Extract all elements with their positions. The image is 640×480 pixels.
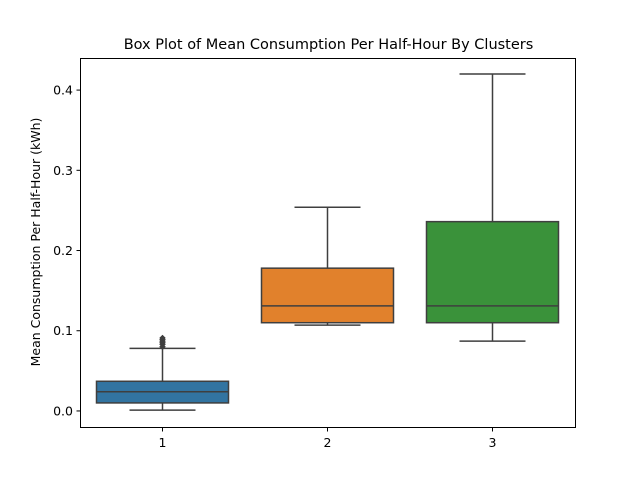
- y-tick-label: 0.1: [53, 323, 73, 338]
- x-tick-label: 1: [159, 435, 167, 450]
- box-iqr: [425, 220, 560, 324]
- x-tick-label: 3: [489, 435, 497, 450]
- x-axis: 1 2 3: [159, 427, 497, 450]
- plot-area: [95, 73, 560, 411]
- box-cluster-2: [260, 206, 395, 326]
- box-iqr: [260, 267, 395, 324]
- y-axis-label: Mean Consumption Per Half-Hour (kWh): [28, 118, 43, 367]
- x-tick-label: 2: [324, 435, 332, 450]
- y-tick-label: 0.3: [53, 163, 73, 178]
- box-cluster-3: [425, 73, 560, 342]
- chart-title: Box Plot of Mean Consumption Per Half-Ho…: [124, 37, 534, 53]
- box-cluster-1: [95, 334, 230, 411]
- outlier-point: [159, 334, 166, 342]
- y-axis: 0.0 0.1 0.2 0.3 0.4: [53, 83, 81, 418]
- y-tick-label: 0.4: [53, 83, 73, 98]
- y-tick-label: 0.2: [53, 243, 73, 258]
- y-tick-label: 0.0: [53, 403, 73, 418]
